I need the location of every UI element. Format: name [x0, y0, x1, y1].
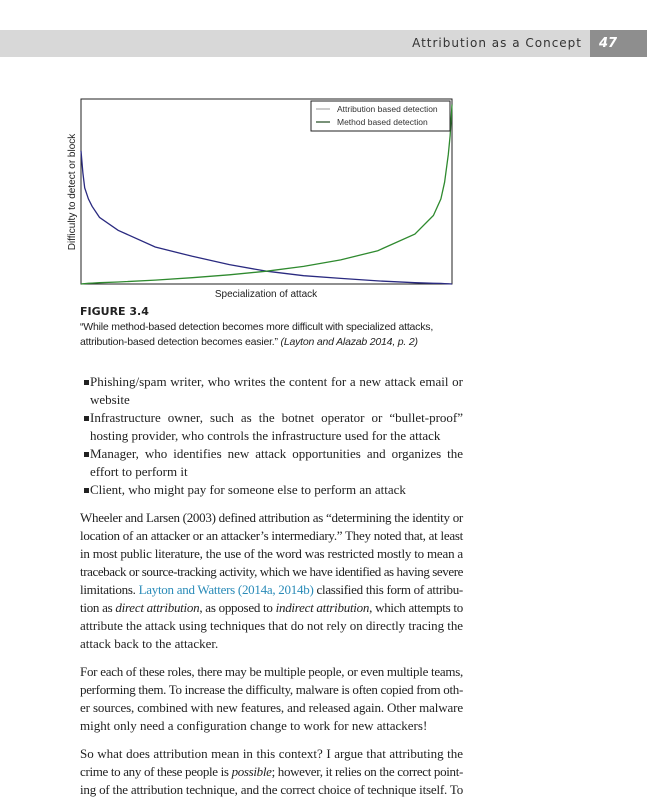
running-header: Attribution as a Concept	[0, 30, 590, 57]
page-number: 47	[590, 30, 647, 57]
bullet-icon	[84, 380, 89, 385]
paragraph-line: crime to any of these people is possible…	[80, 763, 464, 781]
text-segment: in most public literature, the use of th…	[80, 546, 463, 561]
legend-box	[310, 100, 451, 132]
bullet-item-line: hosting provider, who controls the infra…	[90, 428, 441, 443]
text-segment: ; however, it relies on the correct poin…	[271, 764, 464, 779]
paragraph-line: ing of the attribution technique, and th…	[80, 781, 464, 799]
text-segment: might only need a configuration change t…	[80, 718, 428, 733]
bullet-icon	[84, 452, 89, 457]
text-segment: For each of these roles, there may be mu…	[80, 664, 463, 679]
bullet-item-line: website	[90, 392, 130, 407]
citation-link[interactable]: Layton and Watters (2014a, 2014b)	[138, 582, 314, 597]
text-segment: indirect attribution	[275, 600, 370, 615]
text-segment: possible	[231, 764, 272, 779]
text-segment: , which attempts to	[369, 600, 463, 615]
paragraph-line: For each of these roles, there may be mu…	[80, 663, 464, 681]
legend: Attribution based detection Method based…	[310, 100, 451, 132]
paragraph-line: Wheeler and Larsen (2003) defined attrib…	[80, 509, 464, 527]
paragraph-line: limitations. Layton and Watters (2014a, …	[80, 581, 464, 599]
text-segment: traceback or source-tracking activity, w…	[80, 564, 463, 579]
text-segment: attack back to the attacker.	[80, 636, 219, 651]
text-segment: direct attribution	[115, 600, 200, 615]
text-segment: So what does attribution mean in this co…	[80, 746, 463, 761]
legend-label-attribution: Attribution based detection	[337, 104, 438, 114]
caption-text: “While method-based detection becomes mo…	[80, 321, 434, 348]
text-segment: er sources, combined with new features, …	[80, 700, 463, 715]
paragraph-line: performing them. To increase the difficu…	[80, 681, 464, 699]
paragraph-line: er sources, combined with new features, …	[80, 699, 464, 717]
text-segment: tion as	[80, 600, 116, 615]
paragraph-line: So what does attribution mean in this co…	[80, 745, 464, 763]
legend-label-method: Method based detection	[337, 117, 428, 127]
bullet-icon	[84, 416, 89, 421]
paragraph-line: in most public literature, the use of th…	[80, 545, 464, 563]
chapter-title: Attribution as a Concept	[412, 36, 582, 50]
series-line-attribution	[80, 150, 453, 285]
bullet-icon	[84, 488, 89, 493]
bullet-item-line: effort to perform it	[90, 464, 188, 479]
paragraph-line: tion as direct attribution, as opposed t…	[80, 599, 464, 617]
x-axis-label: Specialization of attack	[215, 289, 318, 300]
paragraph-line: traceback or source-tracking activity, w…	[80, 563, 464, 581]
text-segment: , as opposed to	[199, 600, 276, 615]
caption-citation: (Layton and Alazab 2014, p. 2)	[280, 336, 418, 348]
paragraph-line: attack back to the attacker.	[80, 635, 464, 653]
figure-caption: “While method-based detection becomes mo…	[80, 320, 480, 350]
bullet-item-line: Infrastructure owner, such as the botnet…	[90, 410, 463, 425]
plot-frame	[80, 98, 453, 285]
paragraph-line: location of an attacker or an attacker’s…	[80, 527, 464, 545]
y-axis-label: Difficulty to detect or block	[67, 133, 78, 251]
figure-label: FIGURE 3.4	[80, 305, 149, 318]
bullet-item-line: Manager, who identifies new attack oppor…	[90, 446, 463, 461]
text-segment: Wheeler and Larsen (2003) defined attrib…	[80, 510, 463, 525]
text-segment: attribute the attack using techniques th…	[80, 618, 463, 633]
text-segment: classified this form of attribu-	[313, 582, 463, 597]
paragraph-line: attribute the attack using techniques th…	[80, 617, 464, 635]
text-segment: limitations.	[80, 582, 139, 597]
paragraph-line: might only need a configuration change t…	[80, 717, 464, 735]
text-segment: crime to any of these people is	[80, 764, 232, 779]
text-segment: performing them. To increase the difficu…	[80, 682, 463, 697]
bullet-item-line: Client, who might pay for someone else t…	[90, 482, 406, 497]
bullet-item-line: Phishing/spam writer, who writes the con…	[90, 374, 463, 389]
series-line-method	[80, 104, 453, 285]
text-segment: location of an attacker or an attacker’s…	[80, 528, 464, 543]
text-segment: ing of the attribution technique, and th…	[80, 782, 463, 797]
figure-chart: Attribution based detection Method based…	[67, 98, 453, 300]
